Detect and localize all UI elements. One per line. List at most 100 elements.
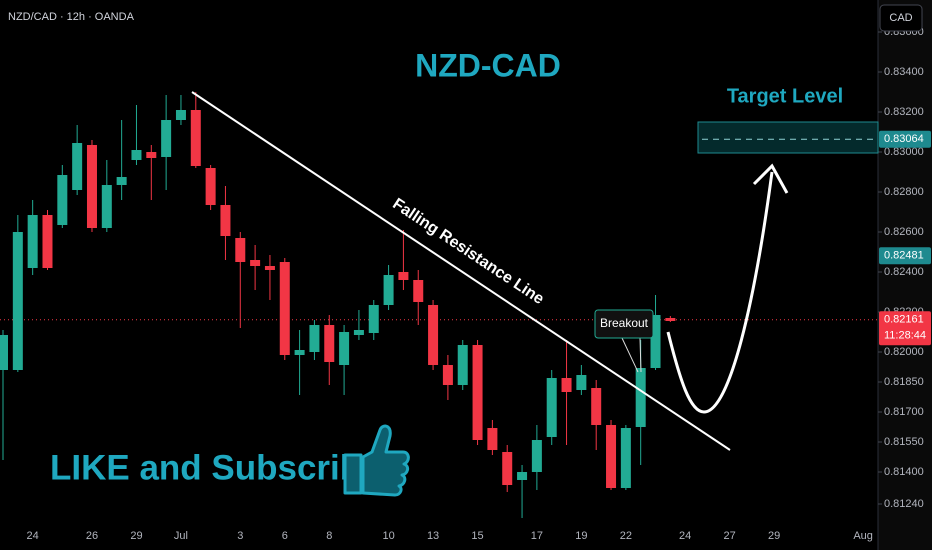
ticks: 0.836000.834000.832000.830000.828000.826… bbox=[27, 26, 931, 542]
candle-body bbox=[101, 185, 112, 228]
y-tick-label: 0.81240 bbox=[884, 498, 924, 510]
candle-body bbox=[294, 350, 305, 355]
candle-body bbox=[324, 325, 335, 362]
candle-body bbox=[72, 143, 83, 190]
candle-body bbox=[620, 428, 631, 488]
target-label: Target Level bbox=[727, 85, 843, 107]
callout-line bbox=[639, 337, 642, 373]
x-tick-label: 3 bbox=[237, 530, 243, 542]
candle-body bbox=[665, 318, 676, 321]
candle-body bbox=[0, 335, 8, 370]
symbol-info: NZD/CAD · 12h · OANDA bbox=[8, 11, 135, 23]
candle-body bbox=[309, 325, 320, 352]
candle-body bbox=[561, 378, 572, 392]
candle-body bbox=[146, 152, 157, 158]
thumb-hand bbox=[361, 424, 410, 497]
candle-body bbox=[635, 368, 646, 427]
y-tick-label: 0.82800 bbox=[884, 186, 924, 198]
price-badge-label: 0.83064 bbox=[884, 133, 924, 145]
arrow-head bbox=[752, 163, 789, 194]
candle-body bbox=[86, 145, 97, 228]
candle-body bbox=[428, 305, 439, 365]
y-tick-label: 0.83400 bbox=[884, 66, 924, 78]
trend-line bbox=[191, 91, 731, 451]
x-tick-label: 27 bbox=[724, 530, 736, 542]
x-tick-label: 8 bbox=[326, 530, 332, 542]
candle-body bbox=[472, 345, 483, 440]
x-tick-label: Aug bbox=[853, 530, 873, 542]
y-tick-label: 0.82000 bbox=[884, 346, 924, 358]
candle-body bbox=[190, 110, 201, 166]
countdown-label: 11:28:44 bbox=[884, 330, 926, 342]
y-tick-label: 0.81700 bbox=[884, 406, 924, 418]
callout-line bbox=[621, 337, 639, 373]
price-badge bbox=[879, 247, 931, 265]
x-tick-label: 29 bbox=[768, 530, 780, 542]
currency-button[interactable] bbox=[879, 4, 923, 32]
candle-body bbox=[442, 365, 453, 385]
thumb-cuff bbox=[343, 453, 363, 495]
candle-body bbox=[12, 232, 23, 370]
candle-body bbox=[57, 175, 68, 225]
y-tick-label: 0.81550 bbox=[884, 436, 924, 448]
candle-body bbox=[264, 266, 275, 270]
candle-body bbox=[279, 262, 290, 355]
breakout-label: Breakout bbox=[600, 316, 649, 330]
candle-body bbox=[116, 177, 127, 185]
y-tick-label: 0.81400 bbox=[884, 466, 924, 478]
candle-body bbox=[517, 472, 528, 480]
candle-body bbox=[487, 428, 498, 450]
candle-body bbox=[650, 315, 661, 368]
candle-body bbox=[235, 238, 246, 262]
projection-arrow bbox=[666, 171, 774, 414]
x-tick-label: 13 bbox=[427, 530, 439, 542]
candle-body bbox=[398, 272, 409, 280]
price-badge-label: 0.82161 bbox=[884, 314, 924, 326]
x-tick-label: 19 bbox=[575, 530, 587, 542]
x-tick-label: Jul bbox=[174, 530, 188, 542]
x-tick-label: 29 bbox=[130, 530, 142, 542]
y-tick-label: 0.81850 bbox=[884, 376, 924, 388]
candle-body bbox=[606, 425, 617, 488]
candle-body bbox=[27, 215, 38, 268]
cta-text: LIKE and Subscribe bbox=[50, 448, 381, 487]
breakout-box bbox=[594, 309, 654, 339]
x-tick-label: 17 bbox=[531, 530, 543, 542]
currency-label[interactable]: CAD bbox=[889, 12, 912, 24]
price-axis bbox=[878, 0, 932, 550]
candle-body bbox=[175, 110, 186, 120]
candle-body bbox=[205, 168, 216, 205]
candle-body bbox=[42, 215, 53, 268]
x-tick-label: 24 bbox=[27, 530, 39, 542]
candle-body bbox=[576, 375, 587, 390]
candles bbox=[0, 92, 676, 518]
candle-body bbox=[413, 280, 424, 302]
chart-title: NZD-CAD bbox=[415, 47, 561, 83]
candle-body bbox=[383, 275, 394, 305]
x-tick-label: 15 bbox=[471, 530, 483, 542]
candle-body bbox=[131, 150, 142, 160]
x-tick-label: 24 bbox=[679, 530, 691, 542]
y-tick-label: 0.82600 bbox=[884, 226, 924, 238]
candle-body bbox=[457, 345, 468, 385]
price-badge-label: 0.82481 bbox=[884, 250, 924, 262]
candle-body bbox=[353, 330, 364, 335]
candle-body bbox=[591, 388, 602, 425]
levels bbox=[0, 121, 879, 321]
candle-body bbox=[250, 260, 261, 266]
candle-body bbox=[368, 305, 379, 333]
x-tick-label: 10 bbox=[382, 530, 394, 542]
candle-body bbox=[502, 452, 513, 485]
x-tick-label: 26 bbox=[86, 530, 98, 542]
price-badge bbox=[879, 311, 931, 346]
x-tick-label: 6 bbox=[282, 530, 288, 542]
target-zone bbox=[697, 121, 879, 154]
thumbs-up-icon bbox=[343, 424, 410, 497]
y-tick-label: 0.82400 bbox=[884, 266, 924, 278]
candle-body bbox=[531, 440, 542, 472]
candle-body bbox=[339, 332, 350, 365]
y-tick-label: 0.83200 bbox=[884, 106, 924, 118]
y-tick-label: 0.83000 bbox=[884, 146, 924, 158]
x-tick-label: 22 bbox=[620, 530, 632, 542]
